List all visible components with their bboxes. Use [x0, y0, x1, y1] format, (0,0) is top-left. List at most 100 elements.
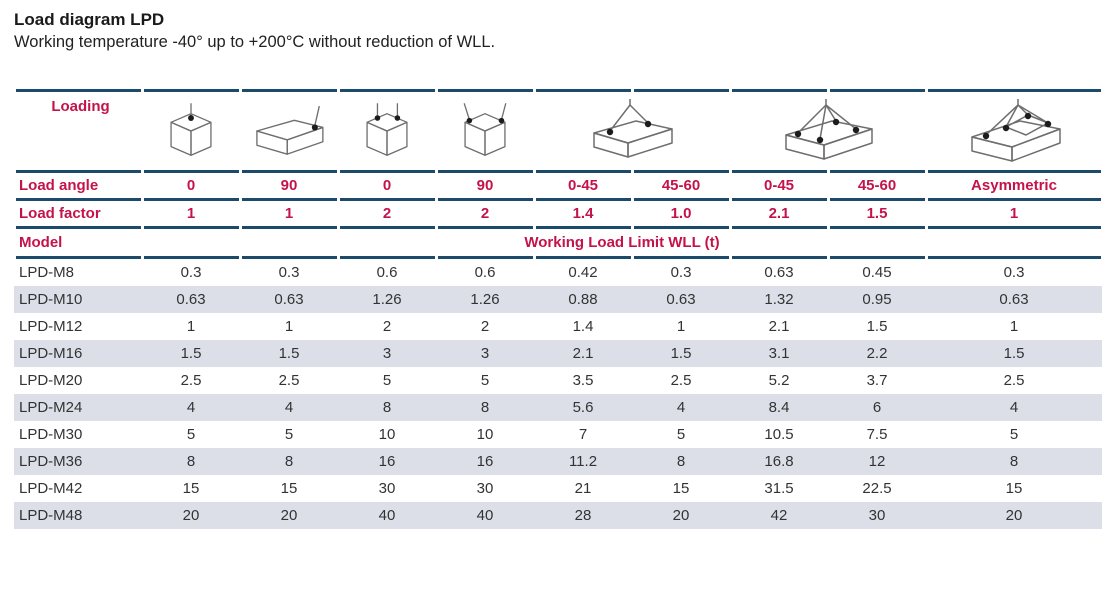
wll-value-cell: 2.2 — [866, 345, 888, 362]
wll-value-cell: 0.3 — [1003, 264, 1025, 281]
model-cell: LPD-M8 — [19, 264, 75, 281]
rule-segment — [926, 170, 1102, 173]
two-leg-vertical-lift-icon — [348, 100, 426, 162]
wll-table-body: LPD-M8 0.3 0.3 0.6 0.6 0.42 0.3 0.63 0.45 0.3 LPD-… — [14, 259, 1102, 529]
load-angle-value: 0-45 — [763, 177, 795, 194]
loading-label: Loading — [51, 98, 110, 115]
wll-value-cell: 5 — [186, 426, 196, 443]
load-angle-value: 45-60 — [857, 177, 897, 194]
wll-value-cell: 0.63 — [999, 291, 1029, 308]
wll-value-cell: 3.1 — [768, 345, 790, 362]
rule-segment — [142, 198, 240, 201]
wll-value-cell: 4 — [186, 399, 196, 416]
wll-value-cell: 21 — [574, 480, 592, 497]
wll-value-cell: 3 — [382, 345, 392, 362]
rule-segment — [632, 89, 730, 92]
rule-segment — [730, 89, 828, 92]
rule-row — [14, 256, 1102, 259]
wll-value-cell: 42 — [770, 507, 788, 524]
wll-value-cell: 1.26 — [470, 291, 500, 308]
page-subtitle: Working temperature -40° up to +200°C wi… — [14, 33, 496, 51]
rule-segment — [14, 256, 142, 259]
rule-segment — [632, 256, 730, 259]
table-row: LPD-M16 1.5 1.5 3 3 2.1 1.5 3.1 2.2 1.5 — [14, 340, 1102, 367]
wll-value-cell: 5 — [284, 426, 294, 443]
rule-segment — [632, 226, 730, 229]
wll-value-cell: 5.2 — [768, 372, 790, 389]
model-cell: LPD-M36 — [19, 453, 83, 470]
wll-value-cell: 0.88 — [568, 291, 598, 308]
table-row: LPD-M36 8 8 16 16 11.2 8 16.8 12 8 — [14, 448, 1102, 475]
wll-value-cell: 20 — [280, 507, 298, 524]
wll-value-cell: 0.45 — [862, 264, 892, 281]
wll-value-cell: 15 — [672, 480, 690, 497]
wll-value-cell: 8 — [284, 453, 294, 470]
load-angle-value: 0-45 — [567, 177, 599, 194]
load-angle-row: Load angle 0 90 0 90 0-45 45-60 0-45 45-60 Asymm… — [14, 173, 1102, 198]
wll-value-cell: 1 — [676, 318, 686, 335]
rule-segment — [828, 170, 926, 173]
wll-value-cell: 20 — [1005, 507, 1023, 524]
loading-row: Loading — [14, 92, 1102, 170]
wll-value-cell: 0.63 — [274, 291, 304, 308]
load-factor-value: 1 — [284, 205, 294, 222]
table-row: LPD-M20 2.5 2.5 5 5 3.5 2.5 5.2 3.7 2.5 — [14, 367, 1102, 394]
single-leg-vertical-lift-icon — [152, 100, 230, 162]
rule-segment — [926, 226, 1102, 229]
rule-segment — [14, 170, 142, 173]
load-angle-value: 90 — [476, 177, 494, 194]
rule-row — [14, 89, 1102, 92]
wll-value-cell: 5 — [480, 372, 490, 389]
model-header-row: Model Working Load Limit WLL (t) — [14, 229, 1102, 256]
table-row: LPD-M30 5 5 10 10 7 5 10.5 7.5 5 — [14, 421, 1102, 448]
rule-segment — [534, 256, 632, 259]
wll-value-cell: 5 — [1009, 426, 1019, 443]
rule-segment — [338, 89, 436, 92]
load-angle-value: Asymmetric — [971, 177, 1057, 194]
table-row: LPD-M48 20 20 40 40 28 20 42 30 20 — [14, 502, 1102, 529]
wll-value-cell: 1.5 — [180, 345, 202, 362]
rule-segment — [14, 226, 142, 229]
rule-segment — [240, 226, 338, 229]
wll-value-cell: 0.6 — [376, 264, 398, 281]
load-factor-value: 2.1 — [768, 205, 790, 222]
wll-value-cell: 1.5 — [866, 318, 888, 335]
wll-value-cell: 4 — [1009, 399, 1019, 416]
wll-value-cell: 1.5 — [1003, 345, 1025, 362]
table-row: LPD-M8 0.3 0.3 0.6 0.6 0.42 0.3 0.63 0.45 0.3 — [14, 259, 1102, 286]
model-cell: LPD-M12 — [19, 318, 83, 335]
wll-value-cell: 1 — [1009, 318, 1019, 335]
wll-value-cell: 5 — [676, 426, 686, 443]
table-row: LPD-M12 1 1 2 2 1.4 1 2.1 1.5 1 — [14, 313, 1102, 340]
rule-segment — [534, 89, 632, 92]
rule-segment — [828, 256, 926, 259]
rule-segment — [338, 170, 436, 173]
rule-segment — [14, 89, 142, 92]
load-angle-value: 0 — [186, 177, 196, 194]
rule-segment — [828, 226, 926, 229]
wll-value-cell: 1.5 — [278, 345, 300, 362]
wll-value-cell: 15 — [1005, 480, 1023, 497]
model-cell: LPD-M30 — [19, 426, 83, 443]
rule-segment — [240, 170, 338, 173]
rule-segment — [926, 198, 1102, 201]
rule-segment — [338, 198, 436, 201]
rule-row — [14, 226, 1102, 229]
rule-segment — [240, 198, 338, 201]
load-factor-value: 1 — [186, 205, 196, 222]
rule-segment — [730, 170, 828, 173]
load-factor-row: Load factor 1 1 2 2 1.4 1.0 2.1 1.5 1 — [14, 201, 1102, 226]
rule-segment — [436, 170, 534, 173]
rule-segment — [828, 198, 926, 201]
page-title: Load diagram LPD — [14, 10, 165, 29]
rule-segment — [730, 226, 828, 229]
model-cell: LPD-M20 — [19, 372, 83, 389]
wll-value-cell: 0.63 — [764, 264, 794, 281]
wll-value-cell: 30 — [476, 480, 494, 497]
wll-value-cell: 4 — [284, 399, 294, 416]
wll-value-cell: 15 — [182, 480, 200, 497]
model-cell: LPD-M16 — [19, 345, 83, 362]
rule-segment — [632, 170, 730, 173]
model-label: Model — [19, 234, 63, 251]
wll-value-cell: 3 — [480, 345, 490, 362]
